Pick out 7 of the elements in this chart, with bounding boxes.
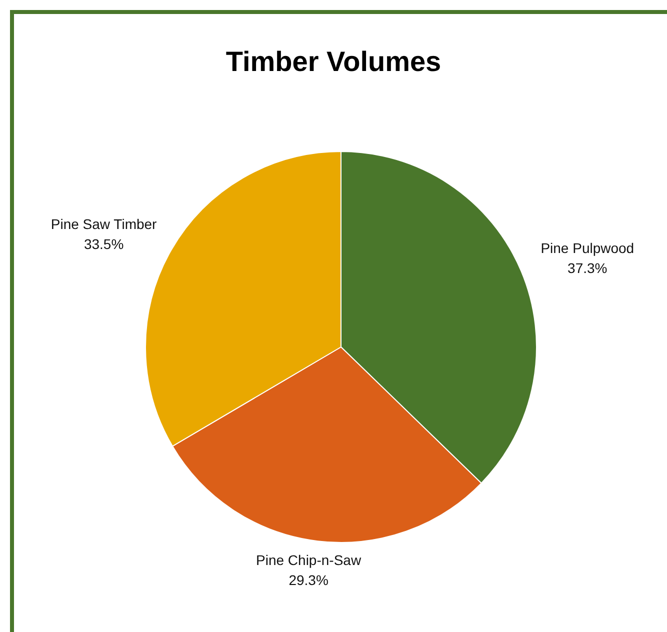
- chart-title: Timber Volumes: [224, 46, 442, 78]
- slice-label: Pine Chip-n-Saw: [256, 552, 362, 568]
- slice-label: Pine Pulpwood: [540, 240, 634, 256]
- slice-label: Pine Saw Timber: [50, 216, 158, 232]
- data-label: 37.3%: [568, 260, 608, 276]
- data-label: 29.3%: [288, 572, 328, 588]
- data-label: 33.5%: [84, 236, 124, 252]
